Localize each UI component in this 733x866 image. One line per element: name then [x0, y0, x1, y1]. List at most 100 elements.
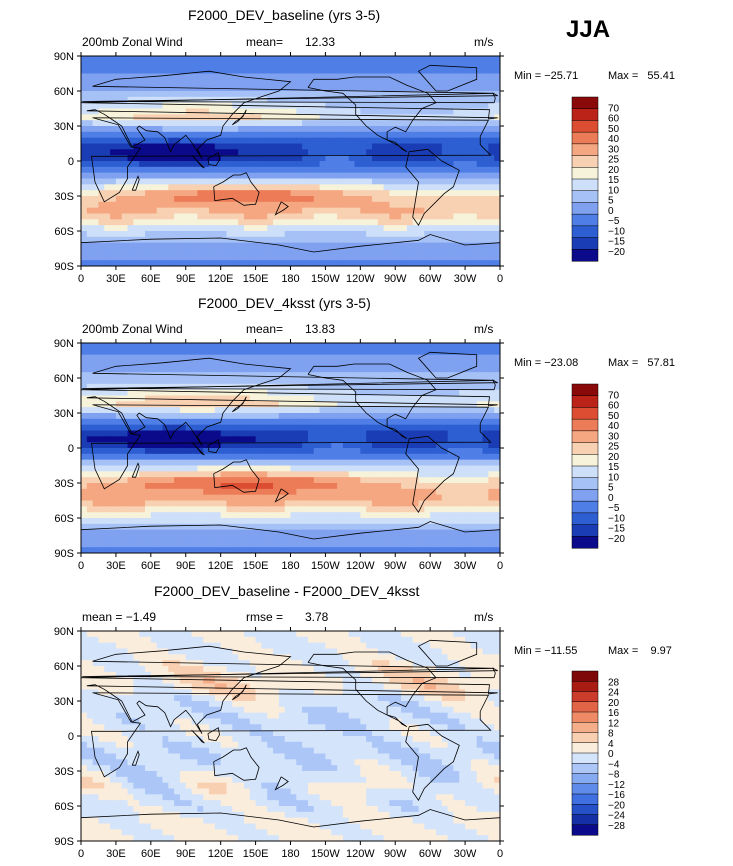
field-cell	[406, 459, 414, 467]
field-cell	[121, 488, 129, 496]
field-cell	[191, 488, 198, 496]
field-cell	[162, 166, 169, 174]
field-cell	[488, 143, 495, 150]
field-cell	[104, 471, 111, 478]
field-cell	[191, 360, 198, 367]
field-cell	[232, 231, 239, 238]
colorbar-swatch	[571, 190, 599, 203]
field-cell	[92, 448, 100, 455]
field-cell	[313, 184, 321, 191]
field-cell	[284, 378, 292, 385]
field-cell	[476, 483, 484, 490]
field-cell	[243, 260, 251, 266]
field-cell	[267, 494, 274, 502]
field-cell	[220, 448, 228, 455]
field-cell	[342, 453, 350, 461]
field-cell	[435, 102, 443, 110]
field-cell	[482, 91, 489, 98]
field-cell	[255, 201, 262, 209]
field-cell	[203, 378, 210, 385]
field-cell	[249, 372, 257, 379]
field-cell	[366, 114, 373, 121]
field-cell	[185, 506, 193, 513]
field-cell	[104, 354, 111, 362]
field-cell	[459, 477, 466, 484]
field-cell	[383, 395, 391, 402]
field-cell	[342, 149, 350, 156]
field-cell	[86, 61, 94, 69]
field-cell	[441, 207, 449, 215]
field-cell	[342, 219, 350, 226]
field-cell	[354, 155, 361, 162]
field-cell	[150, 190, 158, 197]
field-cell	[395, 155, 402, 162]
field-cell	[115, 413, 123, 420]
field-cell	[482, 488, 489, 496]
field-cell	[267, 79, 274, 86]
field-cell	[412, 401, 420, 408]
field-cell	[121, 190, 129, 197]
field-cell	[494, 196, 500, 203]
field-cell	[337, 120, 344, 127]
field-cell	[319, 518, 327, 525]
field-cell	[284, 418, 292, 426]
field-cell	[209, 178, 216, 185]
field-cell	[127, 242, 134, 250]
field-cell	[290, 354, 297, 362]
field-cell	[191, 343, 198, 350]
field-cell	[290, 448, 297, 455]
field-cell	[482, 143, 489, 150]
field-cell	[267, 67, 274, 75]
field-cell	[226, 413, 233, 420]
field-cell	[81, 143, 88, 150]
field-cell	[337, 236, 344, 244]
field-cell	[209, 149, 216, 156]
field-cell	[115, 500, 123, 507]
field-cell	[465, 67, 472, 75]
field-cell	[156, 161, 164, 168]
field-cell	[406, 348, 414, 356]
field-cell	[412, 488, 420, 496]
field-cell	[86, 219, 94, 226]
field-cell	[98, 348, 105, 356]
field-cell	[284, 91, 292, 98]
field-cell	[453, 418, 460, 426]
field-cell	[453, 184, 460, 191]
field-cell	[383, 184, 391, 191]
field-cell	[104, 120, 111, 127]
field-cell	[92, 389, 100, 397]
field-cell	[366, 161, 373, 168]
field-cell	[249, 343, 257, 350]
field-cell	[302, 91, 309, 98]
field-cell	[98, 85, 105, 92]
field-cell	[209, 166, 216, 174]
field-cell	[360, 102, 367, 110]
field-cell	[133, 96, 140, 104]
field-cell	[424, 343, 431, 350]
field-cell	[115, 448, 123, 455]
field-cell	[476, 196, 484, 203]
field-cell	[185, 442, 193, 449]
field-cell	[115, 155, 123, 162]
field-cell	[191, 418, 198, 426]
field-cell	[389, 430, 396, 437]
field-cell	[401, 366, 408, 373]
field-cell	[296, 219, 303, 226]
field-cell	[348, 114, 356, 121]
field-cell	[243, 471, 251, 478]
field-cell	[331, 372, 338, 379]
field-cell	[243, 184, 251, 191]
field-cell	[104, 488, 111, 496]
field-cell	[331, 442, 338, 449]
field-cell	[348, 395, 356, 402]
field-cell	[98, 96, 105, 104]
field-cell	[389, 442, 396, 449]
field-cell	[476, 442, 484, 449]
field-cell	[307, 190, 315, 197]
field-cell	[476, 219, 484, 226]
field-cell	[371, 506, 379, 513]
field-cell	[145, 418, 152, 426]
field-cell	[220, 512, 228, 519]
field-cell	[494, 413, 500, 420]
field-cell	[232, 506, 239, 513]
